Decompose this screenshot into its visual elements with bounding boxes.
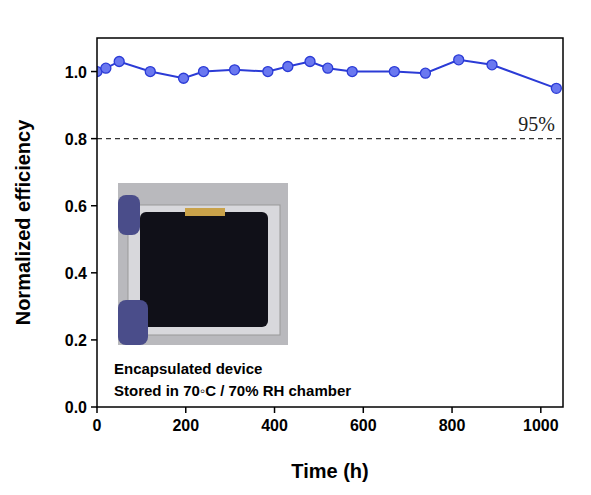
- x-tick-label: 800: [439, 417, 466, 434]
- series-line: [97, 60, 556, 89]
- y-tick-label: 1.0: [65, 64, 87, 81]
- x-tick-label: 0: [93, 417, 102, 434]
- data-point: [230, 65, 240, 75]
- photo-bg: [118, 183, 288, 345]
- reference-line: [97, 138, 563, 139]
- data-point: [347, 67, 357, 77]
- y-tick: [91, 205, 97, 207]
- x-tick-label: 600: [350, 417, 377, 434]
- annotation: Encapsulated device: [114, 360, 262, 377]
- series-group: [97, 55, 561, 94]
- x-tick-label: 400: [261, 417, 288, 434]
- data-point: [114, 56, 124, 66]
- y-tick: [91, 71, 97, 73]
- reference-label: 95%: [518, 113, 555, 135]
- x-tick-label: 200: [172, 417, 199, 434]
- y-tick: [91, 138, 97, 140]
- plot-frame: [97, 38, 563, 407]
- inset-photo: [118, 183, 288, 345]
- glove: [118, 195, 140, 235]
- data-point: [179, 73, 189, 83]
- x-tick: [185, 407, 187, 413]
- data-point: [454, 55, 464, 65]
- x-tick: [363, 407, 365, 413]
- data-point: [283, 62, 293, 72]
- data-point: [263, 67, 273, 77]
- annotation: Stored in 70◦C / 70% RH chamber: [114, 382, 351, 399]
- glove: [118, 300, 148, 345]
- y-tick-label: 0.6: [65, 198, 87, 215]
- chart: 95% 0 200 400 600 800 1000 0.0 0.2 0.4 0.6 0.8 1.0 Ti…: [0, 0, 591, 495]
- x-tick: [96, 407, 98, 413]
- y-tick: [91, 272, 97, 274]
- data-point: [101, 63, 111, 73]
- y-tick: [91, 406, 97, 408]
- x-tick: [451, 407, 453, 413]
- y-axis-label: Normalized efficiency: [12, 119, 34, 326]
- glass: [128, 205, 280, 335]
- device: [140, 212, 268, 327]
- data-point: [389, 67, 399, 77]
- data-point: [420, 68, 430, 78]
- electrode: [185, 208, 225, 216]
- x-tick-label: 1000: [523, 417, 559, 434]
- x-tick: [540, 407, 542, 413]
- x-tick: [274, 407, 276, 413]
- y-tick-label: 0.2: [65, 332, 87, 349]
- data-point: [551, 83, 561, 93]
- y-tick-label: 0.8: [65, 131, 87, 148]
- data-point: [199, 67, 209, 77]
- data-point: [323, 63, 333, 73]
- data-point: [145, 67, 155, 77]
- x-axis-label: Time (h): [291, 460, 368, 482]
- data-point: [305, 56, 315, 66]
- y-tick-label: 0.4: [65, 265, 87, 282]
- y-tick: [91, 339, 97, 341]
- data-point: [487, 60, 497, 70]
- y-tick-label: 0.0: [65, 399, 87, 416]
